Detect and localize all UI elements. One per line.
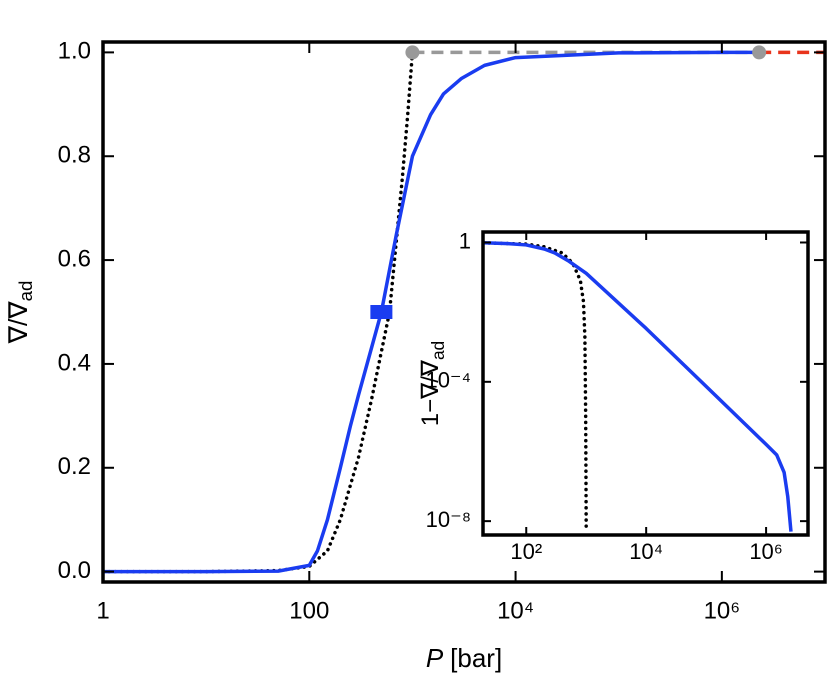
series-group [103, 45, 825, 574]
curve [483, 241, 793, 532]
x-tick-label: 1 [96, 597, 109, 624]
y-tick-label: 1 [459, 228, 471, 253]
y-axis-label-main: ∇/∇ [3, 301, 33, 345]
y-axis-label-subscript: ad [15, 281, 36, 302]
y-axis-label: 1−∇/∇ad [417, 341, 447, 426]
y-tick-label: 0.8 [58, 142, 91, 169]
y-tick-label: 0.2 [58, 453, 91, 480]
y-tick-label: 10⁻⁴ [425, 368, 471, 393]
frame [101, 40, 827, 584]
marker-circle [405, 45, 420, 60]
x-axis-label: P [bar] [426, 643, 502, 673]
x-axis-label-unit: [bar] [450, 643, 502, 673]
y-tick-label: 0.6 [58, 245, 91, 272]
dotted-curve [483, 241, 588, 534]
x-tick-label: 100 [289, 597, 329, 624]
y-tick-label: 10⁻⁸ [426, 507, 471, 532]
y-tick-label: 0.0 [58, 557, 91, 584]
x-tick-label: 10⁶ [749, 539, 783, 564]
marker-circle [752, 45, 767, 60]
x-tick-label: 10⁴ [629, 539, 663, 564]
plot: 10² 10⁴ 10⁶ 10⁻⁸ 10⁻⁴ 1 1−∇/∇ad [417, 228, 810, 564]
inset-background [483, 232, 808, 535]
dotted-curve [103, 50, 415, 574]
y-tick-label: 1.0 [58, 38, 91, 65]
x-tick-label: 10² [510, 539, 542, 564]
x-tick-label: 10⁴ [497, 597, 534, 624]
y-axis-label-subscript: ad [428, 341, 448, 360]
marker-square [370, 305, 393, 319]
series-group [483, 241, 793, 534]
y-tick-label: 0.4 [58, 349, 91, 376]
y-axis-label: ∇/∇ad [3, 281, 36, 345]
x-axis-label-variable: P [426, 643, 444, 673]
y-axis-label-main: 1−∇/∇ [417, 359, 444, 426]
x-tick-label: 10⁶ [704, 597, 741, 624]
